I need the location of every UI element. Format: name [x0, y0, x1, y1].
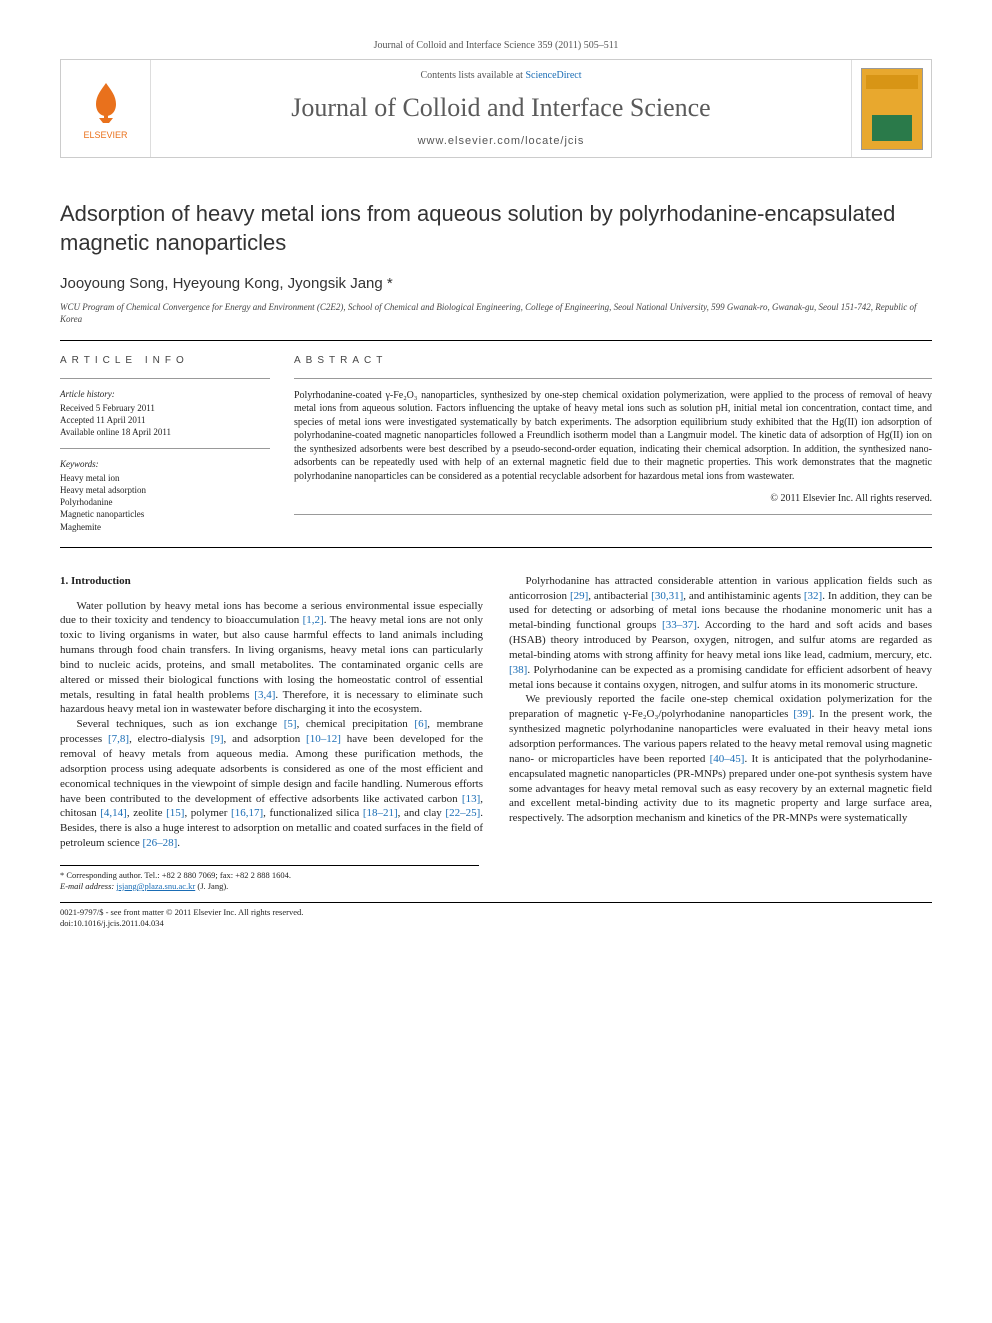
keyword: Polyrhodanine	[60, 496, 270, 508]
contents-available-line: Contents lists available at ScienceDirec…	[159, 70, 843, 81]
body-columns: 1. Introduction Water pollution by heavy…	[60, 574, 932, 851]
keywords-label: Keywords:	[60, 459, 270, 469]
citation-link[interactable]: [32]	[804, 590, 822, 602]
citation-link[interactable]: [3,4]	[254, 689, 275, 701]
citation-link[interactable]: [30,31]	[651, 590, 683, 602]
citation-link[interactable]: [4,14]	[100, 807, 127, 819]
article-title: Adsorption of heavy metal ions from aque…	[60, 200, 932, 257]
title-divider	[60, 340, 932, 341]
info-divider	[60, 448, 270, 449]
citation-link[interactable]: [22–25]	[445, 807, 480, 819]
doi-line: doi:10.1016/j.jcis.2011.04.034	[60, 918, 932, 929]
abstract-text: Polyrhodanine-coated γ-Fe₂O₃ nanoparticl…	[294, 389, 932, 484]
citation-link[interactable]: [9]	[211, 733, 224, 745]
footnote-block: * Corresponding author. Tel.: +82 2 880 …	[60, 870, 932, 892]
citation-link[interactable]: [5]	[284, 718, 297, 730]
body-divider	[60, 547, 932, 548]
abstract-divider	[294, 514, 932, 515]
citation-link[interactable]: [33–37]	[662, 619, 697, 631]
email-link[interactable]: jsjang@plaza.snu.ac.kr	[116, 881, 195, 891]
publisher-logo-cell: ELSEVIER	[61, 60, 151, 157]
abstract-divider	[294, 378, 932, 379]
keyword: Heavy metal ion	[60, 472, 270, 484]
bottom-separator	[60, 902, 932, 903]
citation-link[interactable]: [38]	[509, 664, 527, 676]
email-line: E-mail address: jsjang@plaza.snu.ac.kr (…	[60, 881, 932, 892]
journal-homepage-url: www.elsevier.com/locate/jcis	[159, 135, 843, 147]
history-accepted: Accepted 11 April 2011	[60, 414, 270, 426]
header-center: Contents lists available at ScienceDirec…	[151, 60, 851, 157]
citation-link[interactable]: [7,8]	[108, 733, 129, 745]
history-online: Available online 18 April 2011	[60, 426, 270, 438]
citation-link[interactable]: [6]	[414, 718, 427, 730]
section-heading-introduction: 1. Introduction	[60, 574, 483, 589]
info-abstract-row: ARTICLE INFO Article history: Received 5…	[60, 355, 932, 533]
citation-link[interactable]: [39]	[793, 708, 811, 720]
front-matter-line: 0021-9797/$ - see front matter © 2011 El…	[60, 907, 932, 918]
abstract-copyright: © 2011 Elsevier Inc. All rights reserved…	[294, 493, 932, 504]
abstract-heading: ABSTRACT	[294, 355, 932, 366]
citation-link[interactable]: [18–21]	[363, 807, 398, 819]
journal-reference: Journal of Colloid and Interface Science…	[60, 40, 932, 51]
article-info-heading: ARTICLE INFO	[60, 355, 270, 366]
history-label: Article history:	[60, 389, 270, 399]
bottom-meta: 0021-9797/$ - see front matter © 2011 El…	[60, 907, 932, 929]
citation-link[interactable]: [10–12]	[306, 733, 341, 745]
affiliation: WCU Program of Chemical Convergence for …	[60, 302, 932, 325]
citation-link[interactable]: [1,2]	[303, 614, 324, 626]
publisher-label: ELSEVIER	[83, 130, 127, 140]
journal-cover-icon	[861, 68, 923, 150]
authors-line: Jooyoung Song, Hyeyoung Kong, Jyongsik J…	[60, 275, 932, 292]
citation-link[interactable]: [29]	[570, 590, 588, 602]
citation-link[interactable]: [26–28]	[142, 837, 177, 849]
info-divider	[60, 378, 270, 379]
keyword: Maghemite	[60, 521, 270, 533]
cover-thumbnail-cell	[851, 60, 931, 157]
citation-link[interactable]: [16,17]	[231, 807, 263, 819]
body-paragraph: Several techniques, such as ion exchange…	[60, 717, 483, 851]
elsevier-tree-icon	[81, 78, 131, 128]
journal-header: ELSEVIER Contents lists available at Sci…	[60, 59, 932, 158]
corresponding-author: * Corresponding author. Tel.: +82 2 880 …	[60, 870, 932, 881]
citation-link[interactable]: [15]	[166, 807, 184, 819]
body-paragraph: Water pollution by heavy metal ions has …	[60, 599, 483, 718]
history-received: Received 5 February 2011	[60, 402, 270, 414]
citation-link[interactable]: [40–45]	[710, 753, 745, 765]
footnote-separator	[60, 865, 479, 866]
keyword: Heavy metal adsorption	[60, 484, 270, 496]
sciencedirect-link[interactable]: ScienceDirect	[525, 70, 581, 81]
article-info-block: ARTICLE INFO Article history: Received 5…	[60, 355, 270, 533]
citation-link[interactable]: [13]	[462, 793, 480, 805]
abstract-block: ABSTRACT Polyrhodanine-coated γ-Fe₂O₃ na…	[294, 355, 932, 533]
body-paragraph: We previously reported the facile one-st…	[509, 692, 932, 826]
body-paragraph: Polyrhodanine has attracted considerable…	[509, 574, 932, 693]
keyword: Magnetic nanoparticles	[60, 508, 270, 520]
journal-name: Journal of Colloid and Interface Science	[159, 93, 843, 123]
